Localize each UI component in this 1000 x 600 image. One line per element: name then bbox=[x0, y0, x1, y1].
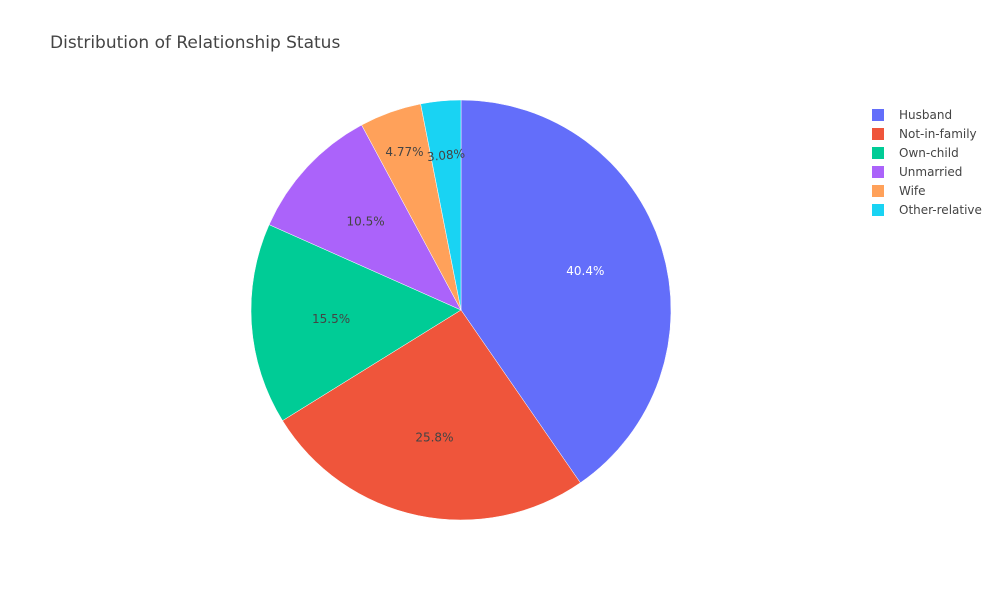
slice-labels: 40.4% 25.8% 15.5% 10.5% 4.77% 3.08% bbox=[312, 145, 604, 445]
chart-title: Distribution of Relationship Status bbox=[50, 33, 341, 53]
pie-slice-unmarried[interactable] bbox=[268, 124, 462, 311]
legend-item-husband[interactable]: Husband bbox=[872, 105, 982, 124]
legend-swatch-own-child bbox=[872, 146, 884, 159]
legend-swatch-husband bbox=[872, 108, 884, 121]
slice-label-own-child: 15.5% bbox=[312, 312, 350, 326]
legend-label-wife: Wife bbox=[899, 183, 926, 198]
legend: Husband Not-in-family Own-child Unmarried Wi… bbox=[872, 105, 982, 219]
legend-label-own-child: Own-child bbox=[899, 145, 959, 160]
slice-label-other-relative: 3.08% bbox=[426, 147, 465, 165]
legend-swatch-other-relative bbox=[872, 203, 884, 216]
pie-slice-other-relative[interactable] bbox=[420, 99, 462, 311]
legend-item-other-relative[interactable]: Other-relative bbox=[872, 200, 982, 219]
legend-label-not-in-family: Not-in-family bbox=[899, 126, 977, 141]
legend-swatch-unmarried bbox=[872, 165, 884, 178]
slice-label-unmarried: 10.5% bbox=[347, 214, 385, 228]
pie-slice-not-in-family[interactable] bbox=[282, 309, 581, 521]
legend-item-own-child[interactable]: Own-child bbox=[872, 143, 982, 162]
slice-label-wife: 4.77% bbox=[385, 145, 423, 159]
pie-slice-own-child[interactable] bbox=[250, 224, 462, 422]
pie-slices bbox=[250, 99, 672, 521]
legend-swatch-wife bbox=[872, 184, 884, 197]
legend-label-husband: Husband bbox=[899, 107, 953, 122]
slice-label-not-in-family: 25.8% bbox=[415, 430, 453, 444]
pie-slice-husband[interactable] bbox=[460, 99, 672, 484]
legend-item-wife[interactable]: Wife bbox=[872, 181, 982, 200]
legend-item-not-in-family[interactable]: Not-in-family bbox=[872, 124, 982, 143]
legend-swatch-not-in-family bbox=[872, 127, 884, 140]
legend-label-unmarried: Unmarried bbox=[899, 164, 963, 179]
legend-item-unmarried[interactable]: Unmarried bbox=[872, 162, 982, 181]
legend-label-other-relative: Other-relative bbox=[899, 202, 982, 217]
slice-label-husband: 40.4% bbox=[566, 264, 604, 278]
